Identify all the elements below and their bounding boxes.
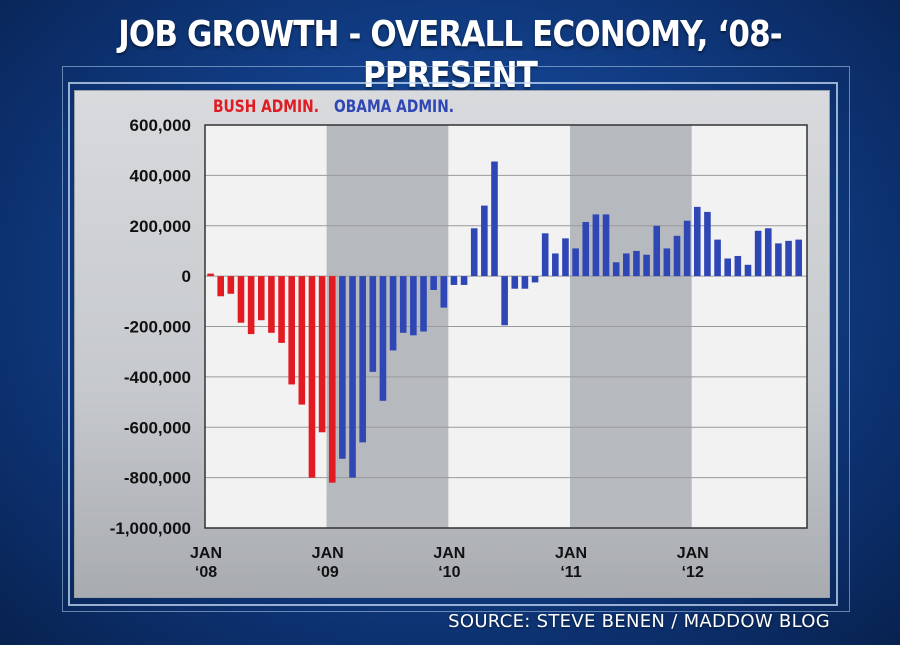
- page-title: JOB GROWTH - OVERALL ECONOMY, ‘08-PPRESE…: [118, 14, 782, 96]
- bar-obama: [562, 238, 569, 277]
- y-tick-label: -1,000,000: [110, 519, 191, 538]
- y-tick-label: -800,000: [124, 469, 191, 488]
- bar-bush: [308, 276, 316, 478]
- bar-obama: [491, 161, 498, 277]
- legend: BUSH ADMIN. OBAMA ADMIN.: [213, 97, 454, 117]
- bar-obama: [754, 230, 762, 277]
- bar-obama: [541, 233, 549, 277]
- source-caption: SOURCE: STEVE BENEN / MADDOW BLOG: [448, 611, 830, 632]
- y-tick-label: -200,000: [124, 318, 191, 337]
- bar-bush: [257, 276, 265, 321]
- bar-obama: [470, 228, 478, 277]
- bar-bush: [278, 276, 285, 343]
- x-tick-year: ‘09: [317, 564, 339, 581]
- bar-obama: [602, 214, 610, 277]
- bar-bush: [288, 276, 295, 385]
- bar-obama: [552, 253, 559, 277]
- x-tick-month: JAN: [433, 545, 465, 562]
- bar-obama: [460, 276, 468, 285]
- x-tick-month: JAN: [190, 545, 222, 562]
- bar-obama: [399, 276, 407, 333]
- bar-obama: [481, 205, 488, 277]
- bar-obama: [349, 276, 356, 478]
- bar-obama: [501, 276, 508, 326]
- bar-obama: [704, 211, 711, 277]
- bar-bush: [318, 276, 326, 433]
- bar-bush: [268, 276, 275, 333]
- bar-obama: [582, 221, 590, 277]
- bar-obama: [369, 276, 377, 372]
- bar-obama: [623, 253, 630, 277]
- bar-obama: [420, 276, 427, 332]
- bar-obama: [673, 235, 681, 277]
- bar-bush: [328, 276, 336, 483]
- bar-obama: [653, 225, 661, 277]
- bar-obama: [450, 276, 458, 285]
- bar-bush: [237, 276, 245, 323]
- bar-obama: [683, 220, 691, 277]
- bar-obama: [795, 239, 802, 277]
- bar-obama: [663, 248, 671, 277]
- bar-obama: [572, 248, 579, 277]
- frame-border-inner: [68, 82, 838, 606]
- bar-obama: [764, 228, 772, 277]
- bars: [207, 161, 802, 483]
- bar-obama: [531, 276, 539, 283]
- bar-obama: [734, 255, 742, 277]
- bar-obama: [359, 276, 366, 443]
- bar-bush: [227, 276, 235, 294]
- bar-obama: [724, 258, 732, 277]
- y-tick-label: 0: [182, 267, 191, 286]
- x-tick-year: ‘12: [682, 564, 704, 581]
- bar-obama: [379, 276, 387, 401]
- bar-obama: [440, 276, 448, 308]
- bar-obama: [511, 276, 519, 289]
- bar-obama: [612, 262, 620, 277]
- plot-border: [204, 124, 808, 529]
- x-tick-year: ‘11: [560, 564, 581, 581]
- x-tick-month: JAN: [555, 545, 587, 562]
- legend-obama-admin: OBAMA ADMIN.: [334, 97, 454, 117]
- legend-bush-admin: BUSH ADMIN.: [213, 97, 319, 117]
- bar-obama: [592, 214, 600, 277]
- bar-obama: [744, 264, 752, 277]
- x-tick-month: JAN: [312, 545, 344, 562]
- bar-bush: [247, 276, 255, 335]
- x-tick-year: ‘08: [195, 564, 217, 581]
- frame-border-outer: [62, 66, 850, 612]
- y-tick-label: 600,000: [130, 116, 191, 135]
- bar-obama: [430, 276, 437, 290]
- bar-obama: [410, 276, 417, 336]
- x-tick-year: ‘10: [438, 564, 460, 581]
- bar-bush: [298, 276, 306, 405]
- y-tick-label: 200,000: [130, 217, 191, 236]
- bar-bush: [207, 273, 214, 277]
- y-axis-tick-labels: 600,000 400,000 200,000 0 -200,000 -400,000 -6…: [110, 116, 191, 538]
- y-tick-label: -400,000: [124, 368, 191, 387]
- bar-obama: [389, 276, 397, 351]
- bar-obama: [339, 276, 346, 459]
- x-axis-tick-labels: JAN ‘08 JAN ‘09 JAN ‘10 JAN ‘11 JAN ‘12: [190, 545, 709, 581]
- y-tick-label: -600,000: [124, 418, 191, 437]
- bar-obama: [775, 243, 782, 277]
- bar-bush: [217, 276, 225, 297]
- bar-obama: [521, 276, 529, 289]
- bar-obama: [633, 250, 640, 277]
- bar-obama: [714, 239, 721, 277]
- bar-obama: [693, 206, 701, 277]
- y-tick-label: 400,000: [130, 166, 191, 185]
- bar-obama: [643, 254, 650, 277]
- bar-obama: [785, 240, 792, 277]
- x-tick-month: JAN: [677, 545, 709, 562]
